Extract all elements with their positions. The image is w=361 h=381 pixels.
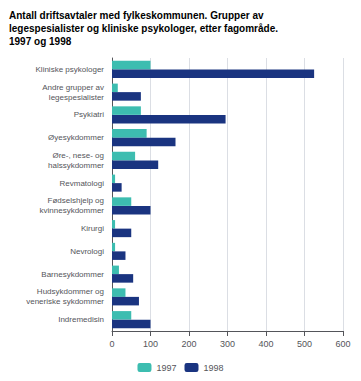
- svg-text:Kliniske psykologer: Kliniske psykologer: [36, 65, 105, 74]
- svg-text:300: 300: [220, 339, 235, 349]
- svg-text:Hudsykdommer og: Hudsykdommer og: [37, 287, 104, 296]
- svg-text:500: 500: [297, 339, 312, 349]
- svg-text:halssykdommer: halssykdommer: [48, 161, 104, 170]
- svg-text:Øre-, nese- og: Øre-, nese- og: [52, 151, 104, 160]
- svg-text:Revmatologi: Revmatologi: [60, 179, 105, 188]
- svg-text:Kirurgi: Kirurgi: [81, 224, 104, 233]
- svg-text:1997 og 1998: 1997 og 1998: [9, 36, 72, 47]
- svg-text:100: 100: [143, 339, 158, 349]
- svg-text:600: 600: [335, 339, 350, 349]
- svg-text:Psykiatri: Psykiatri: [74, 110, 104, 119]
- svg-text:1997: 1997: [156, 363, 176, 373]
- svg-text:veneriske sykdommer: veneriske sykdommer: [26, 297, 104, 306]
- svg-text:400: 400: [258, 339, 273, 349]
- svg-text:Øyesykdommer: Øyesykdommer: [48, 133, 104, 142]
- svg-text:0: 0: [109, 339, 114, 349]
- svg-text:1998: 1998: [204, 363, 224, 373]
- svg-text:legespesialister og kliniske p: legespesialister og kliniske psykologer,…: [9, 23, 278, 34]
- svg-text:Antall driftsavtaler med fylke: Antall driftsavtaler med fylkeskommunen.…: [9, 10, 264, 21]
- svg-text:Indremedisin: Indremedisin: [58, 315, 104, 324]
- svg-text:Fødselshjelp og: Fødselshjelp og: [48, 196, 104, 205]
- svg-text:Nevrologi: Nevrologi: [70, 247, 104, 256]
- svg-text:200: 200: [181, 339, 196, 349]
- svg-text:Barnesykdommer: Barnesykdommer: [41, 270, 104, 279]
- svg-text:kvinnesykdommer: kvinnesykdommer: [40, 206, 105, 215]
- svg-text:legespesialister: legespesialister: [49, 93, 104, 102]
- svg-text:Andre grupper av: Andre grupper av: [42, 83, 104, 92]
